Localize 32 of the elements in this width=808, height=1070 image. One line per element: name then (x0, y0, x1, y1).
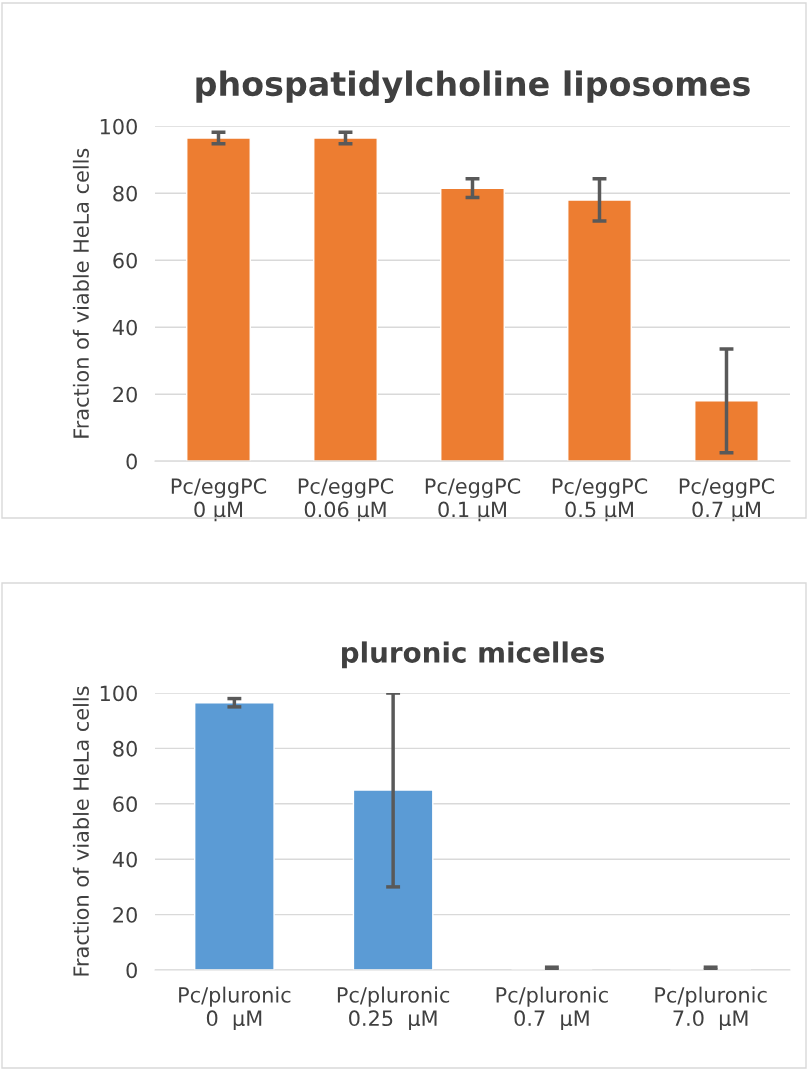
x-tick-label: Pc/pluronic 0.7 µM (496, 986, 608, 1031)
y-tick-label: 100 (100, 685, 137, 702)
x-tick-label: Pc/pluronic 0.25 µM (337, 986, 450, 1031)
y-axis-title: Fraction of viable HeLa cells (72, 148, 89, 438)
y-axis-title: Fraction of viable HeLa cells (72, 686, 89, 976)
bar (567, 199, 632, 462)
x-tick-label: Pc/eggPC 0 µM (171, 478, 267, 522)
chart-title: pluronic micelles (342, 641, 604, 669)
y-tick-label: 80 (113, 740, 137, 757)
x-tick-label: Pc/eggPC 0.5 µM (552, 478, 648, 522)
bar (313, 137, 378, 462)
chart-title: phospatidylcholine liposomes (196, 70, 750, 103)
y-tick-label: 20 (113, 386, 137, 403)
y-tick-label: 60 (113, 796, 137, 813)
y-tick-label: 80 (113, 185, 137, 202)
x-tick-label: Pc/pluronic 7.0 µM (655, 986, 767, 1031)
bar (352, 789, 434, 970)
y-tick-label: 60 (113, 252, 137, 269)
y-tick-label: 0 (126, 962, 137, 979)
bar (186, 137, 251, 462)
bar (193, 702, 275, 970)
x-tick-label: Pc/pluronic 0 µM (179, 986, 291, 1031)
x-tick-label: Pc/eggPC 0.1 µM (425, 478, 521, 522)
y-tick-label: 40 (112, 851, 137, 868)
y-tick-label: 20 (113, 907, 137, 923)
y-tick-label: 100 (100, 118, 137, 135)
x-tick-label: Pc/eggPC 0.06 µM (298, 478, 394, 522)
bar (440, 187, 505, 462)
x-tick-label: Pc/eggPC 0.7 µM (679, 478, 775, 522)
y-tick-label: 40 (112, 319, 137, 336)
y-tick-label: 0 (126, 453, 137, 470)
bar (694, 400, 759, 462)
